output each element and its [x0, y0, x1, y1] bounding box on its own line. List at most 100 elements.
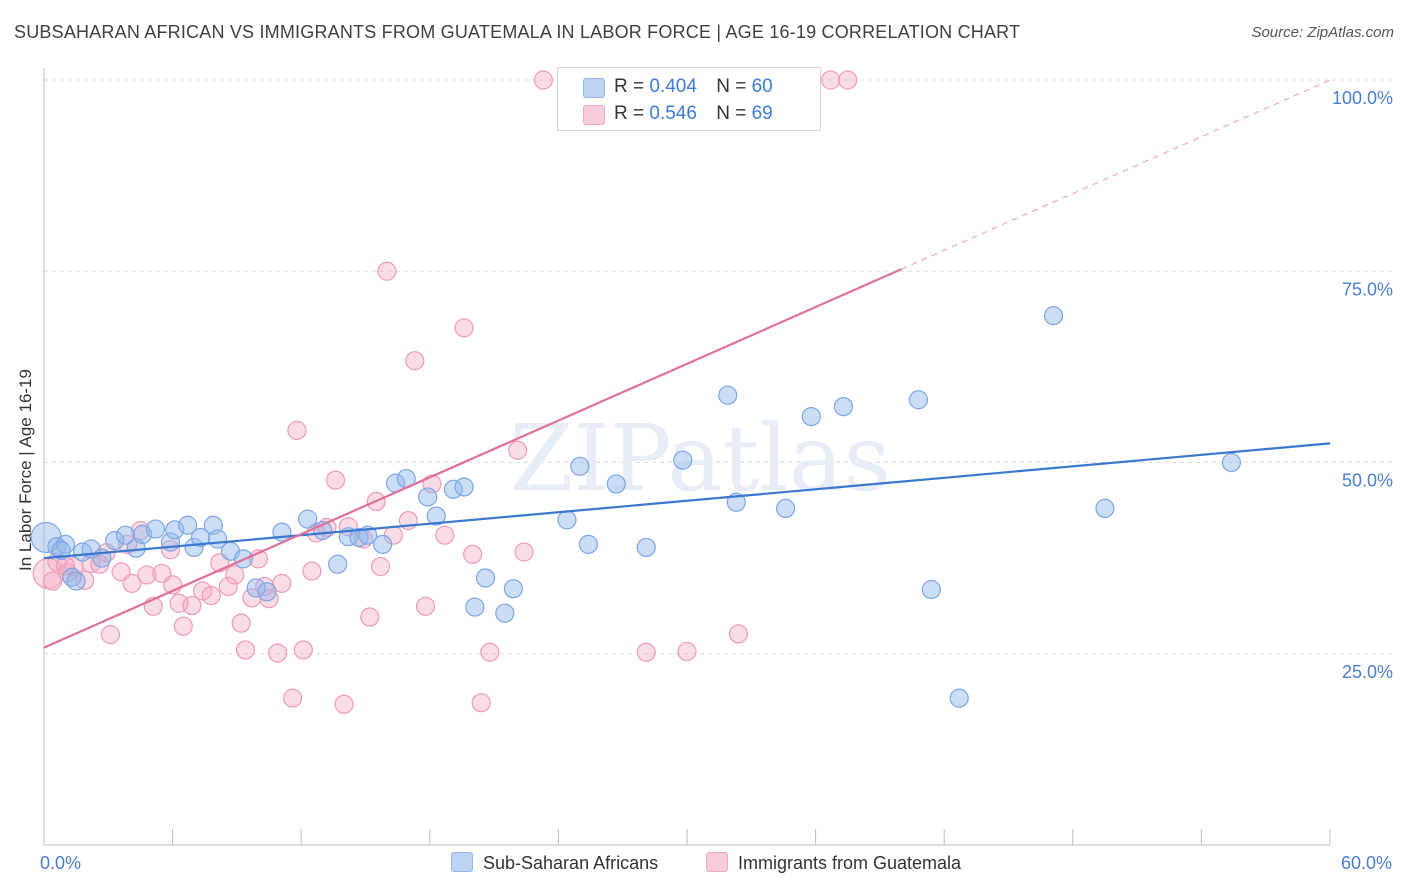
legend-swatch-blue	[451, 852, 473, 872]
legend-label: Immigrants from Guatemala	[738, 853, 962, 873]
point-pink-59	[636, 642, 656, 662]
point-pink-41	[360, 607, 380, 627]
point-pink-20	[201, 586, 221, 606]
point-blue-20	[246, 578, 266, 598]
point-pink-65	[42, 571, 63, 591]
point-blue-32	[418, 487, 438, 507]
point-blue-33	[426, 506, 446, 526]
trend-line-pink	[43, 268, 902, 649]
stats-legend: R = 0.404 N = 60 R = 0.546 N = 69	[557, 67, 821, 131]
x-tick-label-max: 60.0%	[1340, 853, 1392, 873]
n-value: 69	[751, 103, 773, 124]
point-pink-30	[268, 643, 288, 663]
point-blue-55	[1095, 498, 1115, 518]
point-pink-63	[838, 70, 858, 90]
point-pink-47	[405, 351, 425, 371]
point-blue-56	[1221, 452, 1242, 473]
point-pink-10	[122, 573, 142, 593]
point-pink-51	[454, 318, 474, 338]
y-tick-label-75: 75.0%	[1342, 279, 1393, 299]
point-pink-34	[293, 640, 313, 660]
source-label: Source: ZipAtlas.com	[1251, 24, 1394, 41]
point-pink-57	[533, 70, 553, 90]
point-blue-39	[503, 579, 523, 599]
point-blue-50	[833, 397, 854, 417]
point-pink-23	[225, 565, 245, 585]
point-pink-37	[325, 470, 346, 490]
point-pink-52	[463, 544, 483, 564]
point-blue-21	[257, 582, 277, 602]
point-blue-54	[1043, 306, 1064, 326]
pink-swatch	[583, 105, 605, 125]
y-tick-labels: 25.0% 50.0% 75.0% 100.0%	[1332, 88, 1393, 682]
point-pink-25	[235, 640, 256, 660]
point-pink-32	[283, 688, 303, 708]
point-pink-61	[728, 624, 749, 644]
point-blue-57	[51, 540, 71, 561]
point-pink-35	[302, 561, 322, 581]
point-pink-54	[480, 642, 500, 662]
point-pink-43	[370, 556, 391, 577]
point-pink-33	[287, 420, 307, 440]
point-blue-40	[557, 510, 577, 530]
n-label: N =	[716, 76, 752, 97]
point-blue-59	[208, 529, 228, 549]
point-blue-7	[105, 530, 125, 551]
point-blue-35	[454, 477, 474, 497]
n-label: N =	[716, 103, 752, 124]
point-pink-15	[160, 540, 181, 560]
point-blue-52	[921, 579, 941, 600]
point-blue-36	[465, 597, 485, 617]
point-pink-50	[435, 525, 455, 545]
point-pink-53	[471, 693, 491, 713]
point-pink-62	[821, 70, 841, 90]
point-blue-11	[145, 519, 166, 539]
y-tick-label-100: 100.0%	[1332, 88, 1393, 108]
point-blue-42	[578, 534, 599, 554]
point-blue-16	[190, 527, 211, 548]
stats-row-blue: R = 0.404 N = 60	[583, 76, 773, 98]
point-blue-14	[178, 515, 198, 535]
blue-swatch	[583, 78, 605, 98]
point-blue-48	[775, 498, 796, 518]
point-blue-25	[328, 554, 348, 574]
point-pink-17	[173, 616, 193, 636]
point-blue-51	[908, 390, 929, 410]
point-pink-22	[218, 576, 238, 597]
point-blue-29	[373, 534, 393, 554]
point-pink-60	[677, 641, 697, 662]
point-pink-31	[272, 573, 292, 593]
point-blue-45	[673, 450, 693, 470]
point-blue-23	[298, 509, 318, 529]
r-value: 0.404	[649, 76, 697, 97]
point-pink-55	[508, 440, 528, 460]
point-blue-58	[66, 571, 86, 591]
point-blue-46	[718, 385, 738, 405]
point-pink-24	[231, 613, 251, 633]
trend-lines	[43, 79, 1331, 649]
legend-label: Sub-Saharan Africans	[483, 853, 659, 873]
n-value: 60	[751, 76, 773, 97]
point-blue-41	[570, 456, 590, 476]
y-tick-label-25: 25.0%	[1342, 662, 1393, 682]
chart-title: SUBSAHARAN AFRICAN VS IMMIGRANTS FROM GU…	[14, 22, 1021, 42]
point-blue-13	[165, 520, 185, 540]
point-pink-44	[377, 261, 397, 281]
point-blue-53	[949, 688, 969, 708]
legend-item-subsaharan: Sub-Saharan Africans	[451, 852, 658, 874]
point-pink-38	[334, 694, 354, 714]
r-label: R =	[614, 103, 650, 124]
point-blue-8	[115, 525, 136, 545]
y-tick-label-50: 50.0%	[1342, 471, 1393, 491]
point-blue-38	[495, 603, 515, 623]
point-blue-43	[606, 474, 626, 494]
r-value: 0.546	[649, 103, 697, 124]
point-pink-7	[100, 625, 121, 645]
point-blue-15	[184, 537, 204, 558]
point-blue-10	[132, 524, 153, 545]
watermark: ZIPatlas	[509, 405, 890, 512]
stats-row-pink: R = 0.546 N = 69	[583, 103, 773, 125]
point-pink-29	[259, 589, 279, 609]
axes	[43, 68, 1331, 846]
